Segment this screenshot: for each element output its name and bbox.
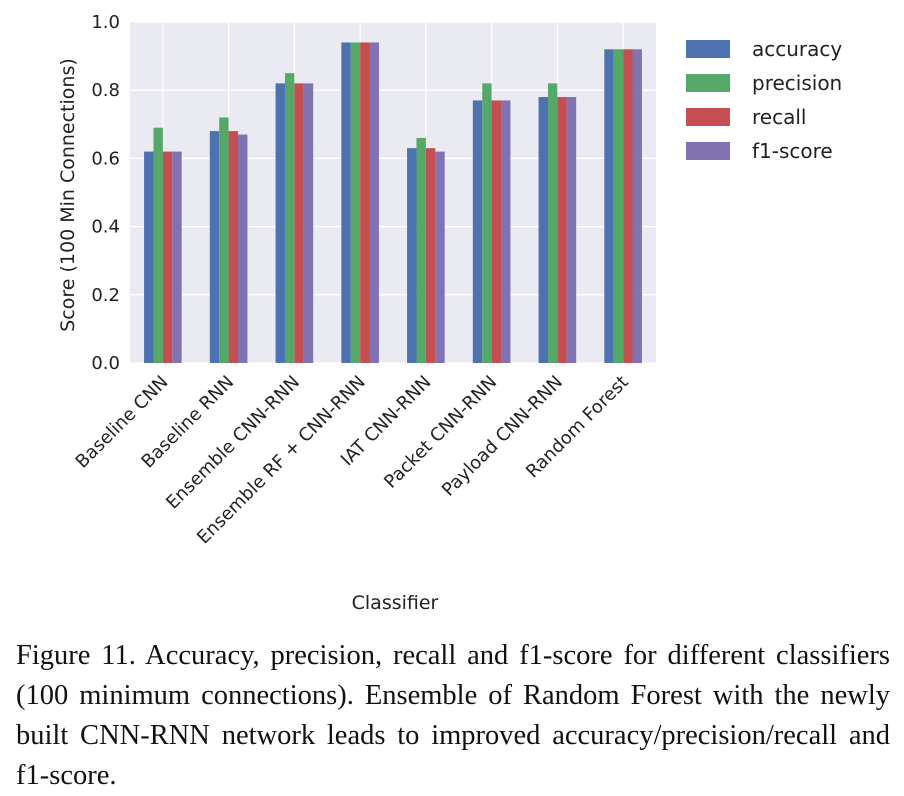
- y-axis-title: Score (100 Min Connections): [57, 58, 79, 332]
- y-tick-label: 0.4: [91, 217, 120, 238]
- bar-f1-score: [566, 97, 577, 364]
- bar-f1-score: [303, 83, 314, 363]
- bar-f1-score: [435, 151, 445, 363]
- bar-accuracy: [604, 49, 614, 363]
- legend-label: f1-score: [752, 139, 833, 163]
- bar-precision: [219, 117, 229, 363]
- legend-label: accuracy: [752, 37, 842, 61]
- bar-precision: [482, 83, 492, 363]
- bar-f1-score: [501, 100, 511, 364]
- bar-recall: [623, 49, 633, 363]
- legend-label: recall: [752, 105, 806, 129]
- bar-f1-score: [172, 151, 182, 363]
- bar-recall: [360, 42, 370, 364]
- bar-precision: [416, 137, 426, 363]
- bar-accuracy: [341, 42, 351, 364]
- legend-swatch: [686, 40, 730, 58]
- bar-accuracy: [144, 151, 154, 363]
- bar-accuracy: [538, 97, 548, 364]
- legend: accuracy precision recall f1-score: [686, 37, 842, 163]
- bars: [144, 42, 642, 364]
- bar-precision: [350, 42, 361, 364]
- bar-accuracy: [407, 148, 417, 363]
- bar-chart: 0.0 0.2 0.4 0.6 0.8 1.0 Baseline CNNBaseline …: [57, 12, 842, 614]
- bar-precision: [613, 49, 624, 363]
- y-tick-label: 0.6: [91, 148, 120, 169]
- bar-recall: [228, 131, 239, 363]
- legend-label: precision: [752, 71, 842, 95]
- figure-caption: Figure 11. Accuracy, precision, recall a…: [16, 640, 890, 791]
- y-tick-labels: 0.0 0.2 0.4 0.6 0.8 1.0: [91, 12, 120, 374]
- bar-precision: [547, 83, 558, 363]
- bar-precision: [284, 73, 295, 364]
- bar-f1-score: [369, 42, 379, 364]
- y-tick-label: 0.2: [91, 285, 120, 306]
- bar-f1-score: [238, 134, 248, 363]
- y-tick-label: 0.0: [91, 353, 120, 374]
- legend-swatch: [686, 142, 730, 160]
- x-axis-title: Classifier: [352, 592, 439, 614]
- bar-recall: [294, 83, 304, 363]
- bar-precision: [153, 127, 163, 364]
- x-tick-label: Packet CNN-RNN: [380, 372, 501, 493]
- bar-accuracy: [209, 131, 220, 363]
- bar-recall: [162, 151, 173, 363]
- bar-recall: [491, 100, 502, 364]
- legend-swatch: [686, 108, 730, 126]
- y-tick-label: 1.0: [91, 12, 120, 33]
- bar-f1-score: [632, 49, 642, 363]
- bar-recall: [425, 148, 436, 363]
- plot-background: [130, 22, 656, 363]
- bar-accuracy: [275, 83, 285, 363]
- bar-accuracy: [472, 100, 483, 364]
- y-tick-label: 0.8: [91, 80, 120, 101]
- legend-swatch: [686, 74, 730, 92]
- x-tick-label: Payload CNN-RNN: [438, 372, 567, 501]
- bar-recall: [557, 97, 567, 364]
